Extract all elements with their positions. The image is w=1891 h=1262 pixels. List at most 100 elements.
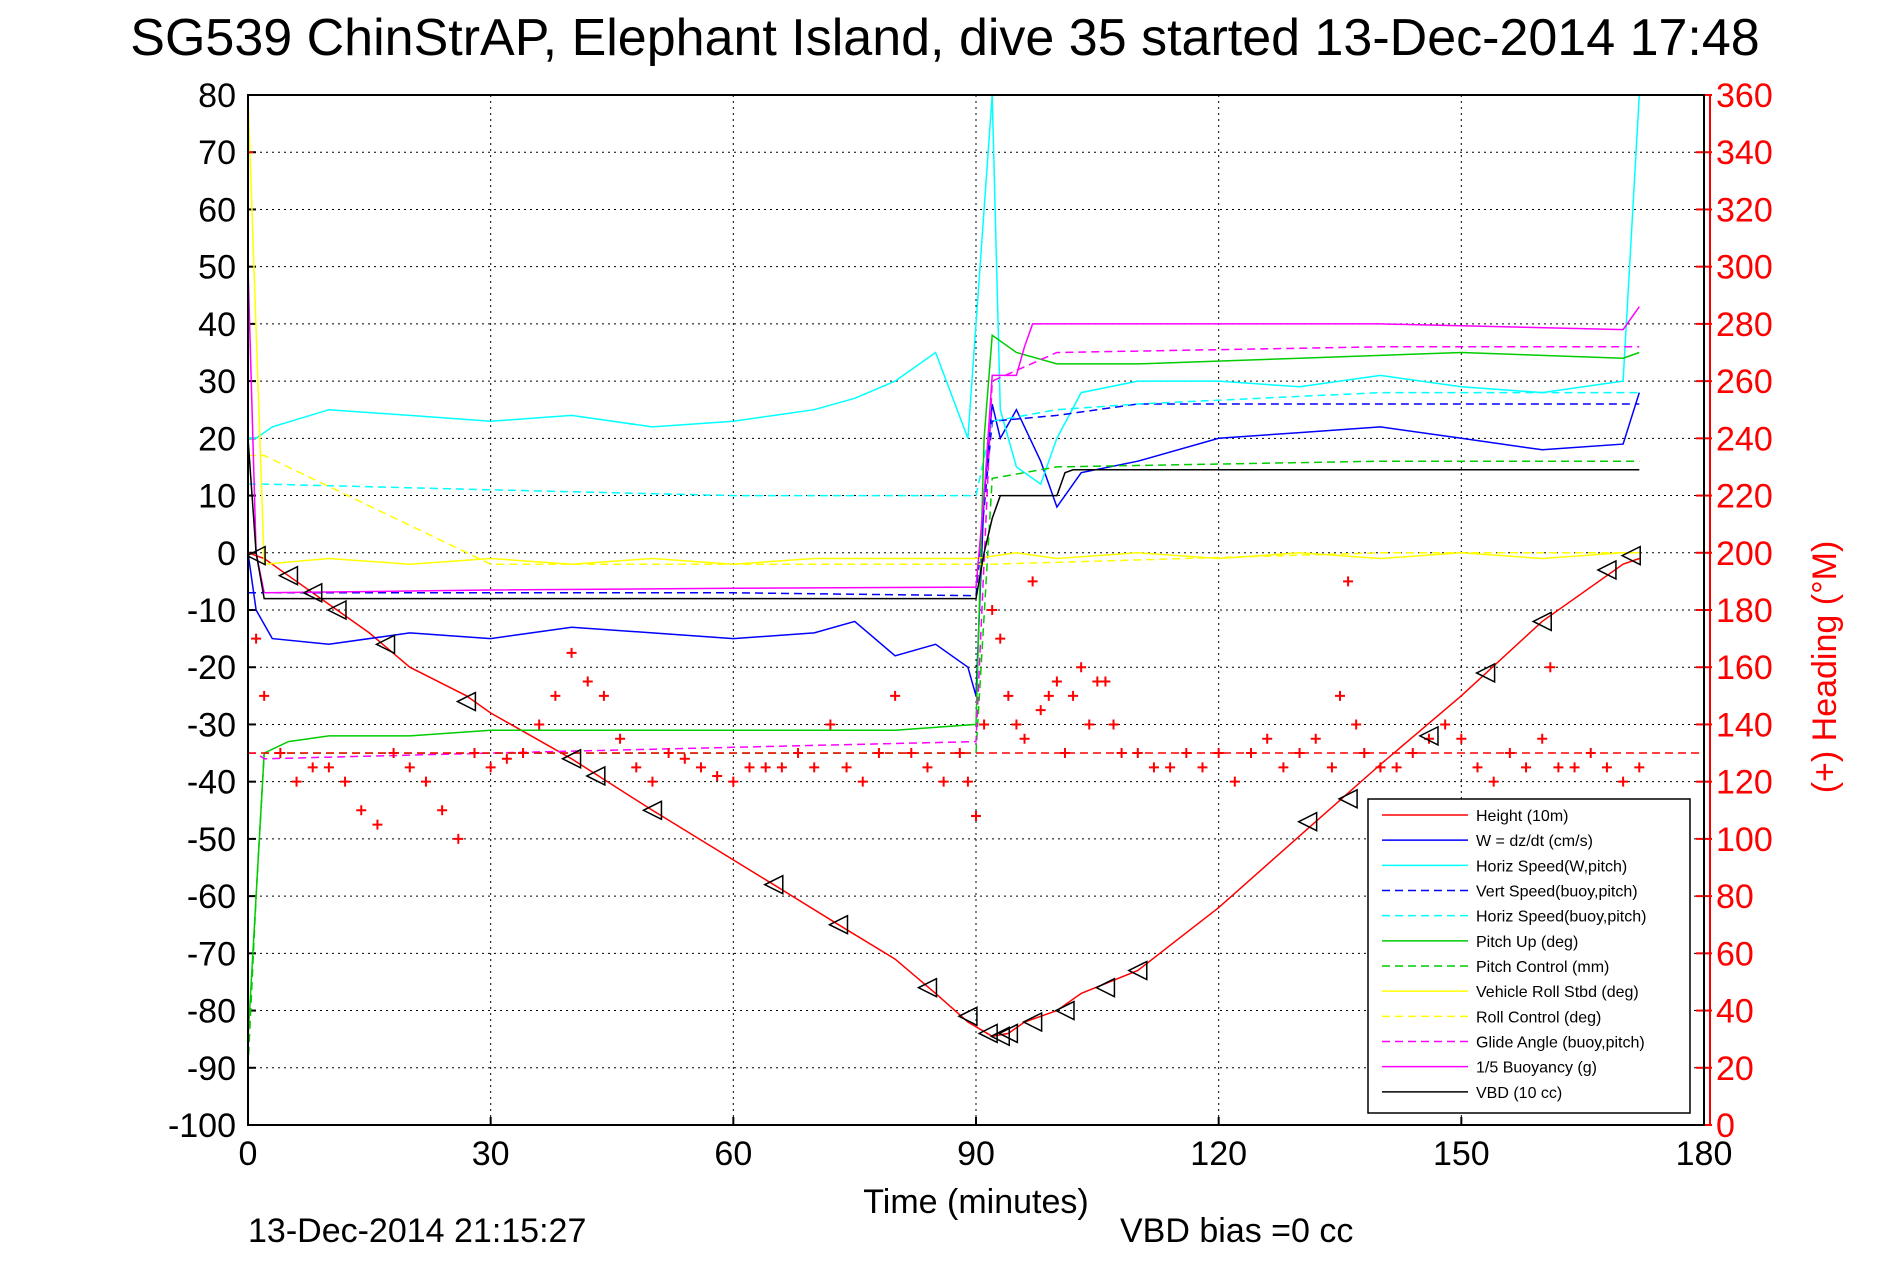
heading-point	[647, 776, 658, 787]
heading-point	[248, 147, 253, 158]
series-lines	[248, 95, 1704, 1068]
legend-label: Height (10m)	[1476, 808, 1568, 825]
heading-point	[712, 770, 723, 781]
y-right-tick-label: 300	[1716, 249, 1773, 287]
heading-point	[1116, 748, 1127, 759]
depth-marker	[957, 1006, 978, 1027]
depth-marker	[997, 1023, 1019, 1044]
heading-point	[1197, 762, 1208, 773]
y-tick-label: -40	[187, 764, 236, 802]
heading-point	[938, 776, 949, 787]
heading-point	[857, 776, 868, 787]
y-right-tick-label: 160	[1716, 649, 1773, 687]
depth-marker	[827, 914, 849, 935]
x-axis-label: Time (minutes)	[863, 1183, 1088, 1221]
heading-point	[1278, 762, 1289, 773]
heading-point	[469, 748, 480, 759]
legend-label: Glide Angle (buoy,pitch)	[1476, 1035, 1645, 1052]
heading-point	[1213, 748, 1224, 759]
heading-point	[323, 762, 334, 773]
heading-point	[1335, 690, 1345, 701]
depth-marker	[763, 874, 784, 895]
y-tick-label: 10	[198, 478, 236, 516]
heading-point	[1229, 776, 1240, 787]
y-right-tick-label: 240	[1716, 420, 1773, 458]
heading-point	[518, 748, 529, 759]
y-right-tick-label: 80	[1716, 878, 1754, 916]
heading-point	[1375, 762, 1386, 773]
heading-point	[1068, 690, 1079, 701]
depth-markers	[248, 545, 1641, 1047]
heading-point	[1148, 762, 1159, 773]
y-tick-label: -50	[187, 821, 236, 859]
heading-point	[420, 776, 431, 787]
y-tick-label: 60	[198, 191, 236, 229]
depth-marker	[1021, 1011, 1043, 1033]
heading-point	[1035, 705, 1046, 716]
y-right-tick-label: 340	[1716, 134, 1773, 172]
heading-point	[1310, 733, 1321, 744]
y-right-tick-label: 220	[1716, 478, 1773, 516]
series-line	[248, 391, 1640, 497]
x-tick-label: 120	[1190, 1135, 1247, 1173]
heading-point	[1351, 719, 1362, 730]
y-right-tick-label: 120	[1716, 764, 1773, 802]
heading-point	[995, 633, 1006, 644]
y-tick-label: -10	[187, 592, 236, 630]
heading-point	[1019, 733, 1030, 744]
heading-point	[501, 753, 512, 764]
legend-label: 1/5 Buoyancy (g)	[1476, 1060, 1597, 1077]
y-right-tick-label: 140	[1716, 706, 1773, 744]
y-right-tick-label: 260	[1716, 363, 1773, 401]
chart-title: SG539 ChinStrAP, Elephant Island, dive 3…	[130, 9, 1759, 67]
heading-point	[1440, 719, 1451, 730]
heading-point	[971, 811, 981, 821]
depth-marker	[248, 545, 266, 566]
heading-point	[1407, 748, 1418, 759]
heading-point	[1618, 776, 1629, 787]
y-tick-label: -100	[168, 1107, 236, 1145]
heading-point	[1100, 676, 1111, 687]
heading-point	[1181, 748, 1192, 759]
legend-label: Vehicle Roll Stbd (deg)	[1476, 984, 1639, 1001]
x-tick-label: 0	[239, 1135, 258, 1173]
heading-point	[404, 762, 415, 773]
legend: Height (10m) W = dz/dt (cm/s) Horiz Speed(…	[1367, 798, 1691, 1114]
heading-point	[534, 719, 545, 730]
heading-point	[906, 748, 917, 759]
series-line	[248, 333, 1640, 1040]
legend-label: Horiz Speed(buoy,pitch)	[1476, 909, 1646, 926]
series-line	[248, 95, 1640, 566]
heading-point	[987, 605, 998, 615]
depth-marker	[1127, 960, 1148, 981]
y-tick-label: 0	[217, 535, 236, 573]
heading-point	[1059, 748, 1070, 759]
heading-point	[1545, 662, 1556, 673]
heading-point	[663, 748, 674, 759]
legend-label: Roll Control (deg)	[1476, 1009, 1601, 1026]
depth-marker	[1054, 1000, 1075, 1021]
legend-label: Pitch Control (mm)	[1476, 959, 1609, 976]
heading-point	[1294, 748, 1305, 759]
heading-point	[453, 833, 464, 844]
heading-point	[340, 776, 351, 787]
heading-point	[744, 762, 755, 773]
heading-point	[1326, 762, 1337, 773]
x-tick-label: 150	[1433, 1135, 1490, 1173]
heading-point	[275, 748, 286, 759]
heading-point	[1165, 762, 1176, 773]
heading-point	[954, 748, 965, 759]
y-tick-label: -20	[187, 649, 236, 687]
heading-point	[776, 762, 787, 773]
heading-point	[728, 776, 739, 787]
heading-point	[1343, 576, 1354, 587]
depth-marker	[374, 634, 396, 655]
heading-point	[372, 819, 383, 830]
heading-point	[760, 762, 771, 773]
depth-marker	[326, 599, 347, 621]
depth-marker	[1418, 725, 1439, 747]
heading-point	[1011, 719, 1022, 730]
y-tick-label: 20	[198, 420, 236, 458]
heading-point	[291, 776, 302, 787]
depth-marker	[1531, 611, 1552, 632]
